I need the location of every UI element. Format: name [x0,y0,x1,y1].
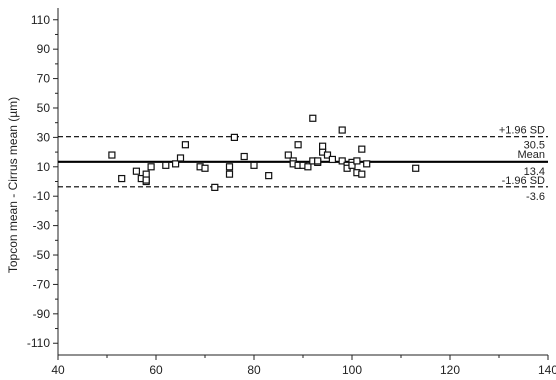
data-points [108,114,420,191]
data-point [358,170,366,178]
y-tick-label: 10 [37,160,51,174]
data-point [363,160,371,168]
data-point [338,126,346,134]
data-point [250,161,258,169]
data-point [412,164,420,172]
y-tick-label: -50 [33,248,51,262]
y-tick-label: 70 [37,72,51,86]
y-tick-label: 30 [37,130,51,144]
mean-label: Mean [517,149,545,161]
data-point [294,141,302,149]
data-point [319,142,327,150]
data-point [240,152,248,161]
x-tick-label: 40 [51,363,65,377]
data-point [176,154,185,162]
x-axis: 40 60 80 100 120 140 [51,355,556,377]
y-tick-label: -10 [33,189,51,203]
data-point [142,170,150,178]
data-point [323,151,332,159]
y-axis-label: Topcon mean - Cirrus mean (µm) [6,97,20,273]
x-tick-label: 60 [149,363,163,377]
x-tick-label: 120 [440,363,460,377]
data-point [118,174,126,183]
data-point [142,176,150,184]
lower-limit-label: -1.96 SD [502,175,545,187]
data-point [225,163,234,171]
data-point [108,151,116,159]
data-point [304,163,312,171]
data-point [147,163,155,171]
data-point [225,170,234,178]
y-tick-label: -110 [27,336,50,350]
data-point [230,133,238,141]
x-tick-label: 80 [247,363,261,377]
data-point [338,157,346,165]
y-tick-label: 90 [37,42,51,56]
data-point [358,145,366,153]
y-axis: 110 90 70 50 30 10 -10 -30 -50 -70 -90 -110 [27,13,58,350]
data-point [284,151,292,159]
x-tick-label: 100 [342,363,362,377]
data-point [348,161,356,169]
x-tick-label: 140 [538,363,556,377]
lower-limit-value: -3.6 [526,191,545,203]
data-point [162,161,170,169]
data-point [314,157,322,165]
y-tick-label: -30 [33,219,51,233]
data-point [181,141,189,149]
y-tick-label: 50 [37,101,51,115]
y-tick-label: -90 [33,307,51,321]
data-point [265,172,273,180]
y-tick-label: -70 [33,277,51,291]
data-point [211,183,219,191]
upper-limit-value: 30.5 [524,140,545,152]
data-point [328,155,336,164]
data-point [353,157,361,165]
data-point [201,164,209,172]
data-point [309,114,317,122]
mean-value: 13.4 [524,166,545,178]
plot-area [57,8,548,356]
y-tick-label: 110 [31,13,50,27]
data-point [172,160,180,168]
upper-limit-label: +1.96 SD [499,125,545,137]
data-point [132,167,140,175]
